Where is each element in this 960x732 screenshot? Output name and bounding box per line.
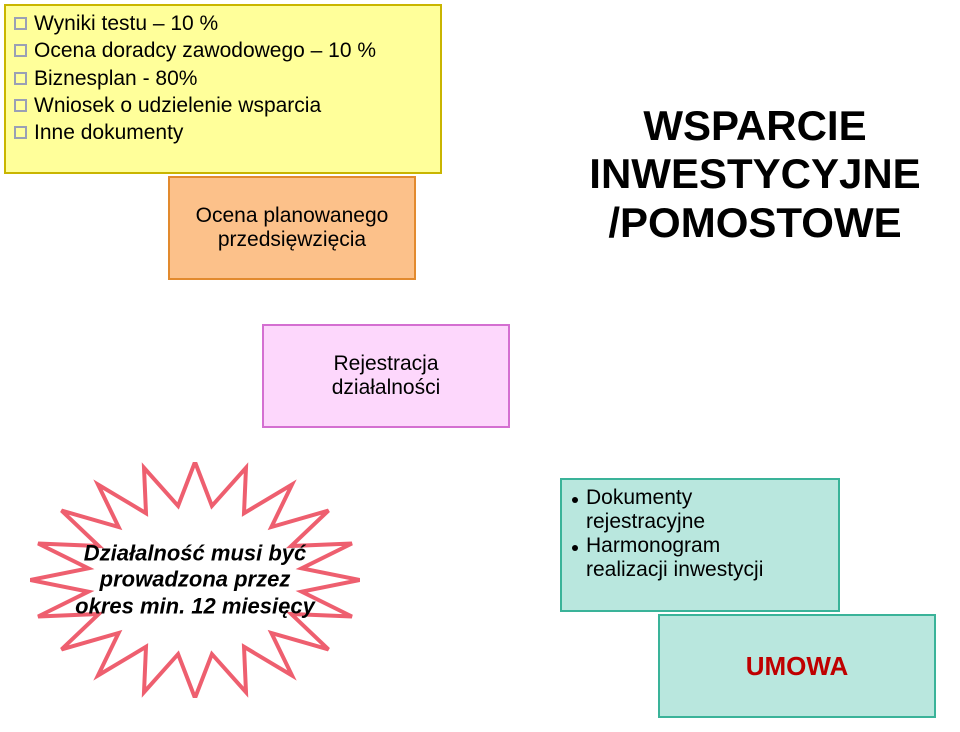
- bullet-square-icon: [14, 126, 27, 139]
- evaluation-box: Ocena planowanego przedsięwzięcia: [168, 176, 416, 280]
- criteria-item-text: Wyniki testu – 10 %: [34, 10, 218, 37]
- bullet-square-icon: [14, 72, 27, 85]
- document-row-text: rejestracyjne: [570, 510, 705, 534]
- support-headline: WSPARCIE INWESTYCYJNE /POMOSTOWE: [560, 102, 950, 247]
- bullet-dot-icon: [572, 545, 578, 551]
- starburst-line2: prowadzona przez: [75, 567, 315, 593]
- bullet-square-icon: [14, 44, 27, 57]
- evaluation-line2: przedsięwzięcia: [196, 228, 389, 252]
- starburst-line1: Działalność musi być: [75, 540, 315, 566]
- criteria-item: Inne dokumenty: [14, 119, 432, 146]
- starburst-line3: okres min. 12 miesięcy: [75, 593, 315, 619]
- criteria-list: Wyniki testu – 10 %Ocena doradcy zawodow…: [14, 10, 432, 146]
- headline-line3: /POMOSTOWE: [560, 199, 950, 247]
- starburst-text: Działalność musi być prowadzona przez ok…: [75, 540, 315, 619]
- headline-line1: WSPARCIE: [560, 102, 950, 150]
- bullet-square-icon: [14, 99, 27, 112]
- criteria-box: Wyniki testu – 10 %Ocena doradcy zawodow…: [4, 4, 442, 174]
- document-row: realizacji inwestycji: [570, 558, 830, 582]
- headline-line2: INWESTYCYJNE: [560, 150, 950, 198]
- registration-line1: Rejestracja: [332, 352, 441, 376]
- starburst-note: Działalność musi być prowadzona przez ok…: [30, 462, 360, 698]
- document-row-text: Dokumenty: [586, 486, 692, 510]
- evaluation-line1: Ocena planowanego: [196, 204, 389, 228]
- contract-box: UMOWA: [658, 614, 936, 718]
- registration-line2: działalności: [332, 376, 441, 400]
- document-row-text: realizacji inwestycji: [570, 558, 763, 582]
- criteria-item: Wyniki testu – 10 %: [14, 10, 432, 37]
- criteria-item: Wniosek o udzielenie wsparcia: [14, 92, 432, 119]
- bullet-dot-icon: [572, 497, 578, 503]
- criteria-item: Ocena doradcy zawodowego – 10 %: [14, 37, 432, 64]
- document-row: rejestracyjne: [570, 510, 830, 534]
- document-row-text: Harmonogram: [586, 534, 720, 558]
- registration-box: Rejestracja działalności: [262, 324, 510, 428]
- bullet-square-icon: [14, 17, 27, 30]
- criteria-item-text: Wniosek o udzielenie wsparcia: [34, 92, 321, 119]
- criteria-item-text: Ocena doradcy zawodowego – 10 %: [34, 37, 376, 64]
- documents-box: DokumentyrejestracyjneHarmonogramrealiza…: [560, 478, 840, 612]
- contract-label: UMOWA: [746, 651, 849, 682]
- criteria-item: Biznesplan - 80%: [14, 65, 432, 92]
- document-row: Harmonogram: [570, 534, 830, 558]
- criteria-item-text: Biznesplan - 80%: [34, 65, 197, 92]
- document-row: Dokumenty: [570, 486, 830, 510]
- criteria-item-text: Inne dokumenty: [34, 119, 183, 146]
